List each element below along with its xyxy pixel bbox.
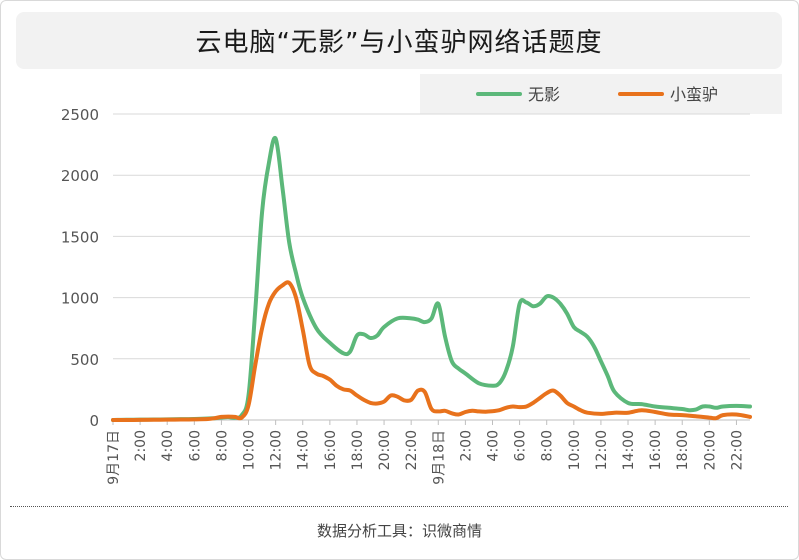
y-tick-label: 1500	[61, 228, 99, 246]
footer-divider	[10, 506, 788, 507]
series-line-xiaomanlv	[111, 280, 752, 423]
x-tick-label: 18:00	[350, 430, 366, 470]
x-tick-label: 2:00	[458, 430, 474, 461]
x-tick-label: 18:00	[675, 430, 691, 470]
x-tick-label: 12:00	[594, 430, 610, 470]
x-tick-label: 16:00	[648, 430, 664, 470]
x-tick-label: 12:00	[269, 430, 285, 470]
series-line-wuying	[111, 135, 752, 422]
x-tick-label: 4:00	[160, 430, 176, 461]
x-tick-label: 20:00	[377, 430, 393, 470]
x-tick-label: 22:00	[404, 430, 420, 470]
x-tick-label: 4:00	[485, 430, 501, 461]
x-tick-label: 10:00	[567, 430, 583, 470]
y-tick-label: 2000	[61, 167, 99, 185]
x-tick-label: 6:00	[513, 430, 529, 461]
line-chart: 0 500 1000 1500 2000 2500 9月17日 2:00 4:00 6:00 8:0…	[61, 85, 752, 485]
x-tick-label: 14:00	[621, 430, 637, 470]
x-tick-label: 16:00	[323, 430, 339, 470]
chart-title: 云电脑“无影”与小蛮驴网络话题度	[195, 28, 603, 58]
title-bar: 云电脑“无影”与小蛮驴网络话题度	[16, 12, 782, 69]
y-tick-label: 1000	[61, 290, 99, 308]
legend-label: 小蛮驴	[670, 85, 718, 104]
x-tick-label: 6:00	[187, 430, 203, 461]
x-tick-label: 2:00	[133, 430, 149, 461]
x-tick-label: 8:00	[214, 430, 230, 461]
y-tick-label: 0	[89, 412, 99, 430]
y-tick-label: 2500	[61, 106, 99, 124]
source-note: 数据分析工具：识微商情	[316, 522, 482, 540]
x-tick-label: 9月17日	[106, 430, 122, 485]
x-tick-label: 22:00	[729, 430, 745, 470]
x-tick-label: 9月18日	[431, 430, 447, 485]
x-tick-label: 10:00	[242, 430, 258, 470]
x-tick-label: 8:00	[540, 430, 556, 461]
y-tick-label: 500	[70, 351, 99, 369]
x-tick-label: 14:00	[296, 430, 312, 470]
x-tick-label: 20:00	[702, 430, 718, 470]
legend-label: 无影	[528, 85, 560, 104]
